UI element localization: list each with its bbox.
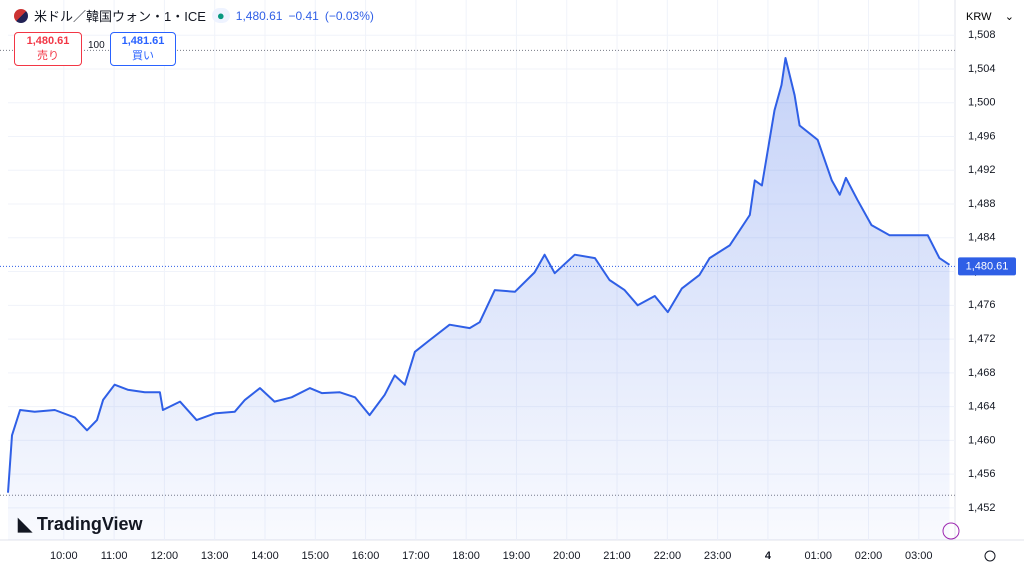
logo: ◣ TradingView [18, 514, 143, 534]
y-tick-label: 1,484 [968, 232, 996, 244]
x-tick-label: 15:00 [302, 550, 330, 562]
y-tick-label: 1,476 [968, 299, 996, 311]
x-tick-label: 02:00 [855, 550, 883, 562]
y-tick-label: 1,472 [968, 333, 996, 345]
sell-price: 1,480.61 [26, 35, 70, 47]
currency-select[interactable]: KRW ⌄ [966, 11, 1014, 23]
y-tick-label: 1,496 [968, 130, 996, 142]
y-tick-label: 1,460 [968, 434, 996, 446]
x-tick-label: 13:00 [201, 550, 229, 562]
x-tick-label: 01:00 [804, 550, 832, 562]
y-tick-label: 1,504 [968, 63, 996, 75]
x-tick-label: 23:00 [704, 550, 732, 562]
y-tick-label: 1,452 [968, 502, 996, 514]
sell-button[interactable]: 1,480.61 売り [14, 32, 82, 66]
price: 1,480.61 [235, 8, 283, 23]
x-tick-label: 11:00 [101, 550, 128, 562]
area-fill [8, 58, 950, 540]
y-tick-label: 1,464 [968, 401, 996, 413]
x-tick-label: 4 [765, 550, 772, 562]
price-line [7, 57, 951, 493]
y-tick-label: 1,468 [968, 367, 996, 379]
settings-icon [984, 550, 996, 562]
last-price-label: 1,480.61 [966, 260, 1009, 272]
x-tick-label: 20:00 [553, 550, 581, 562]
status-icon[interactable]: ● [211, 8, 230, 23]
header: 米ドル／韓国ウォン・1・ICE ● 1,480.61 −0.41 (−0.03%… [14, 6, 374, 25]
x-tick-label: 12:00 [151, 550, 179, 562]
symbol: 米ドル／韓国ウォン・1・ICE [34, 9, 206, 24]
x-tick-label: 10:00 [50, 550, 78, 562]
flash-icon [942, 522, 960, 540]
x-tick-label: 03:00 [905, 550, 933, 562]
y-tick-label: 1,508 [968, 29, 996, 41]
buy-label: 買い [132, 50, 154, 62]
last-price-box [958, 257, 1016, 276]
change: −0.41 [288, 8, 319, 23]
spread: 100 [88, 40, 105, 51]
x-tick-label: 18:00 [452, 550, 480, 562]
sell-label: 売り [37, 50, 59, 62]
change-pct: (−0.03%) [324, 8, 374, 23]
x-tick-label: 22:00 [654, 550, 682, 562]
buy-button[interactable]: 1,481.61 買い [110, 32, 176, 66]
x-tick-label: 19:00 [503, 550, 531, 562]
y-tick-label: 1,488 [968, 198, 996, 210]
x-tick-label: 16:00 [352, 550, 380, 562]
x-tick-label: 14:00 [251, 550, 279, 562]
currency: KRW [966, 11, 992, 23]
buy-price: 1,481.61 [121, 35, 165, 47]
x-tick-label: 17:00 [402, 550, 430, 562]
y-tick-label: 1,456 [968, 468, 996, 480]
x-tick-label: 21:00 [603, 550, 631, 562]
y-tick-label: 1,500 [968, 97, 996, 109]
logo-text: TradingView [36, 514, 143, 534]
flag-icon [14, 8, 28, 23]
y-tick-label: 1,492 [968, 164, 996, 176]
